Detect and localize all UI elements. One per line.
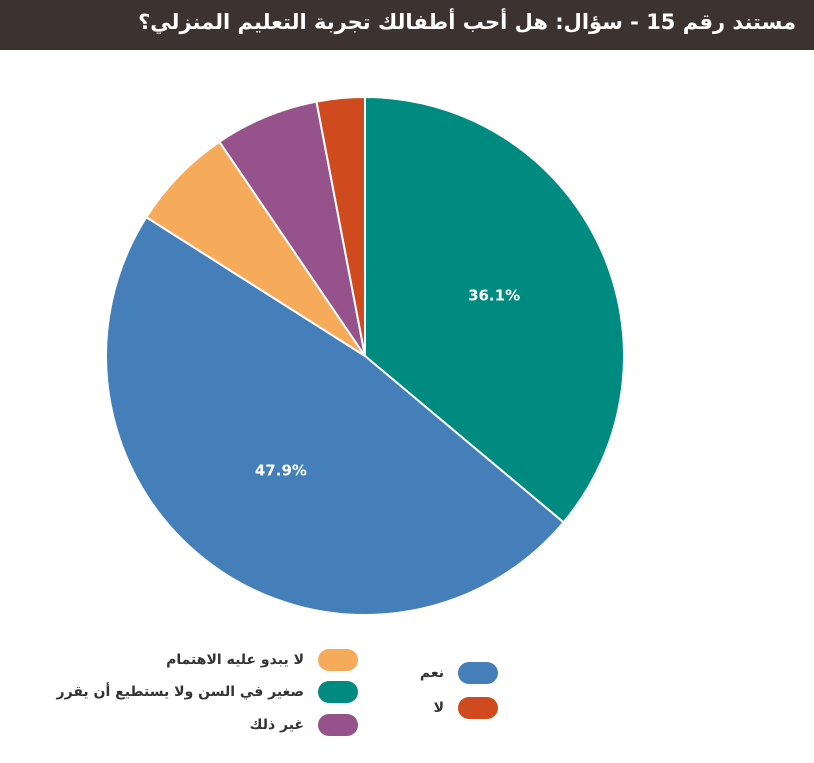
legend-label-yes: نعم bbox=[419, 665, 444, 681]
legend-label-too-young: صغير في السن ولا يستطيع أن يقرر bbox=[56, 684, 304, 700]
legend: نعم لا لا يبدو عليه الاهتمام صغير في الس… bbox=[0, 640, 814, 760]
legend-label-no-interest: لا يبدو عليه الاهتمام bbox=[166, 652, 304, 668]
legend-item-yes: نعم bbox=[420, 660, 498, 686]
slice-label-too-young: 36.1% bbox=[468, 286, 520, 304]
legend-item-no: لا bbox=[434, 695, 498, 721]
legend-label-no: لا bbox=[433, 700, 444, 716]
chart-title: مستند رقم 15 - سؤال: هل أحب أطفالك تجربة… bbox=[138, 10, 796, 34]
legend-swatch-too-young bbox=[318, 681, 358, 703]
pie-slice-too-young bbox=[364, 95, 625, 524]
pie-slice-no bbox=[315, 95, 366, 357]
title-bar: مستند رقم 15 - سؤال: هل أحب أطفالك تجربة… bbox=[0, 0, 814, 50]
legend-item-other: غير ذلك bbox=[250, 712, 358, 738]
legend-swatch-no-interest bbox=[318, 649, 358, 671]
pie-slice-yes bbox=[105, 215, 565, 616]
legend-item-no-interest: لا يبدو عليه الاهتمام bbox=[166, 647, 358, 673]
slice-label-yes: 47.9% bbox=[255, 462, 307, 480]
legend-swatch-yes bbox=[458, 662, 498, 684]
legend-label-other: غير ذلك bbox=[249, 717, 304, 733]
pie-chart: 36.1% 47.9% bbox=[105, 95, 625, 616]
legend-swatch-no bbox=[458, 697, 498, 719]
legend-swatch-other bbox=[318, 714, 358, 736]
legend-item-too-young: صغير في السن ولا يستطيع أن يقرر bbox=[57, 679, 358, 705]
